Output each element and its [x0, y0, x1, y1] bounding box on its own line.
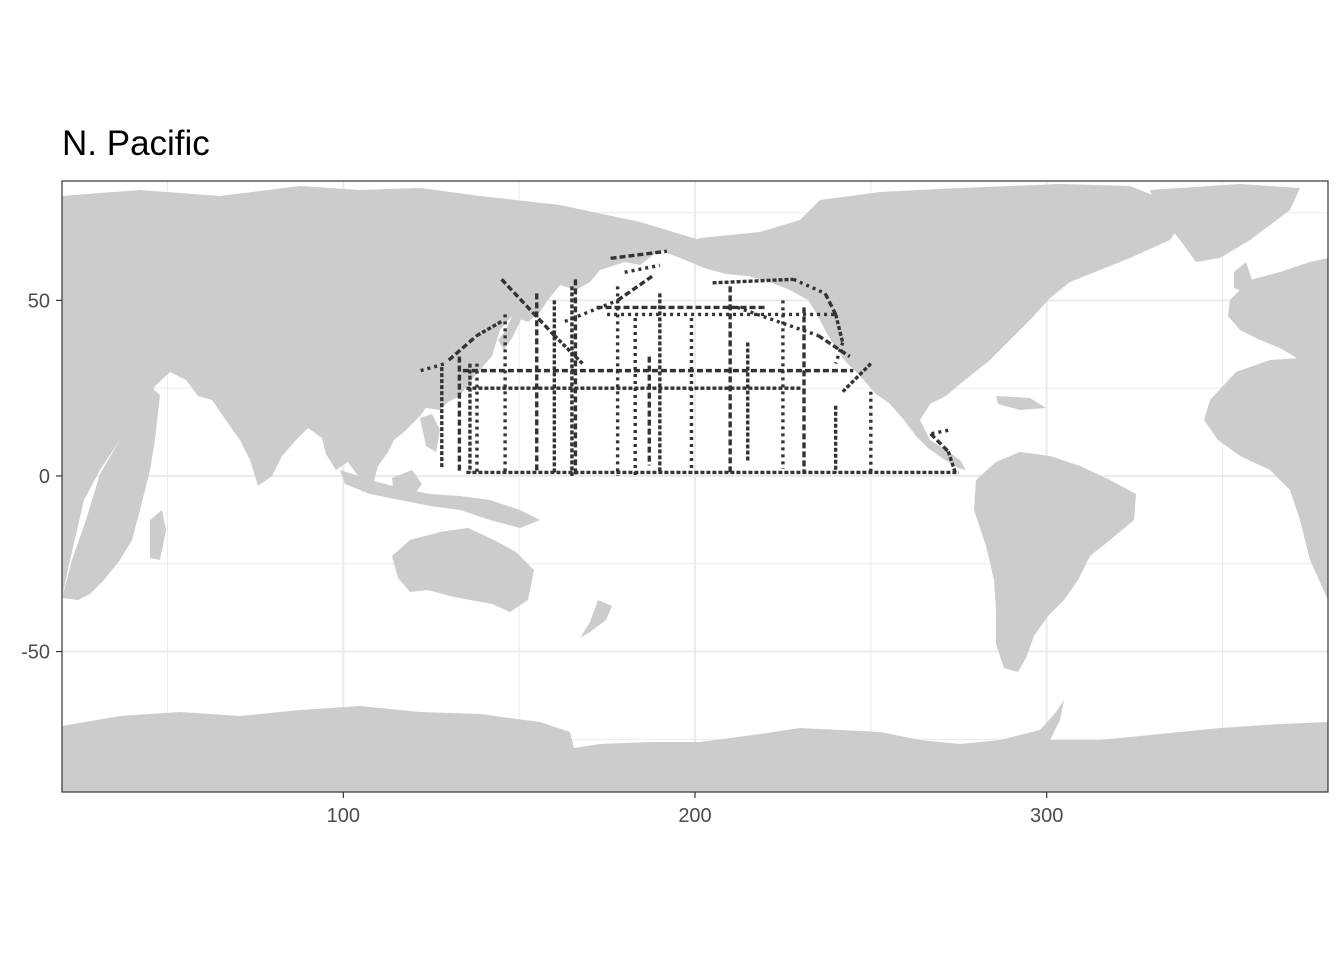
land-north-america	[672, 184, 1190, 470]
land-masses	[62, 184, 1328, 792]
land-antarctica	[62, 700, 1328, 792]
land-europe-right	[1228, 258, 1328, 380]
land-australia	[392, 528, 534, 612]
track-segment	[946, 450, 957, 473]
x-tick-label: 100	[327, 805, 360, 827]
y-tick-label: 50	[28, 290, 50, 312]
land-sea-islands	[340, 470, 540, 528]
track-segment	[817, 334, 851, 358]
land-borneo	[392, 470, 422, 500]
axes: 100 200 300 50 0 -50	[21, 290, 1063, 827]
track-segment	[447, 334, 479, 362]
track-segment	[930, 428, 949, 436]
y-tick-label: 0	[39, 466, 50, 488]
track-segment	[564, 298, 619, 324]
plot-title: N. Pacific	[62, 124, 210, 163]
land-greenland	[1150, 184, 1300, 262]
track-segment	[841, 362, 873, 393]
land-madagascar	[150, 510, 166, 560]
track-segment	[823, 292, 838, 316]
track-segment	[624, 263, 661, 274]
land-philippines	[420, 414, 440, 452]
track-segment	[834, 314, 845, 343]
track-segment	[792, 277, 826, 295]
track-segment	[610, 249, 668, 260]
x-tick-label: 300	[1030, 805, 1063, 827]
track-segment	[420, 361, 446, 373]
y-tick-label: -50	[21, 642, 50, 664]
land-africa	[62, 388, 160, 600]
track-segment	[616, 274, 654, 302]
track-segment	[553, 334, 584, 365]
land-british-isles	[1234, 262, 1252, 292]
land-eurasia	[62, 186, 700, 598]
track-segment	[476, 319, 503, 337]
track-segment	[736, 305, 819, 338]
land-new-zealand	[580, 600, 612, 638]
track-segment	[500, 278, 556, 337]
track-segment	[929, 432, 950, 453]
land-cuba	[996, 396, 1046, 410]
track-segment	[712, 277, 794, 285]
land-south-america	[974, 452, 1136, 672]
land-africa-right	[1204, 358, 1328, 600]
x-tick-label: 200	[678, 805, 711, 827]
observation-tracks	[420, 249, 959, 476]
